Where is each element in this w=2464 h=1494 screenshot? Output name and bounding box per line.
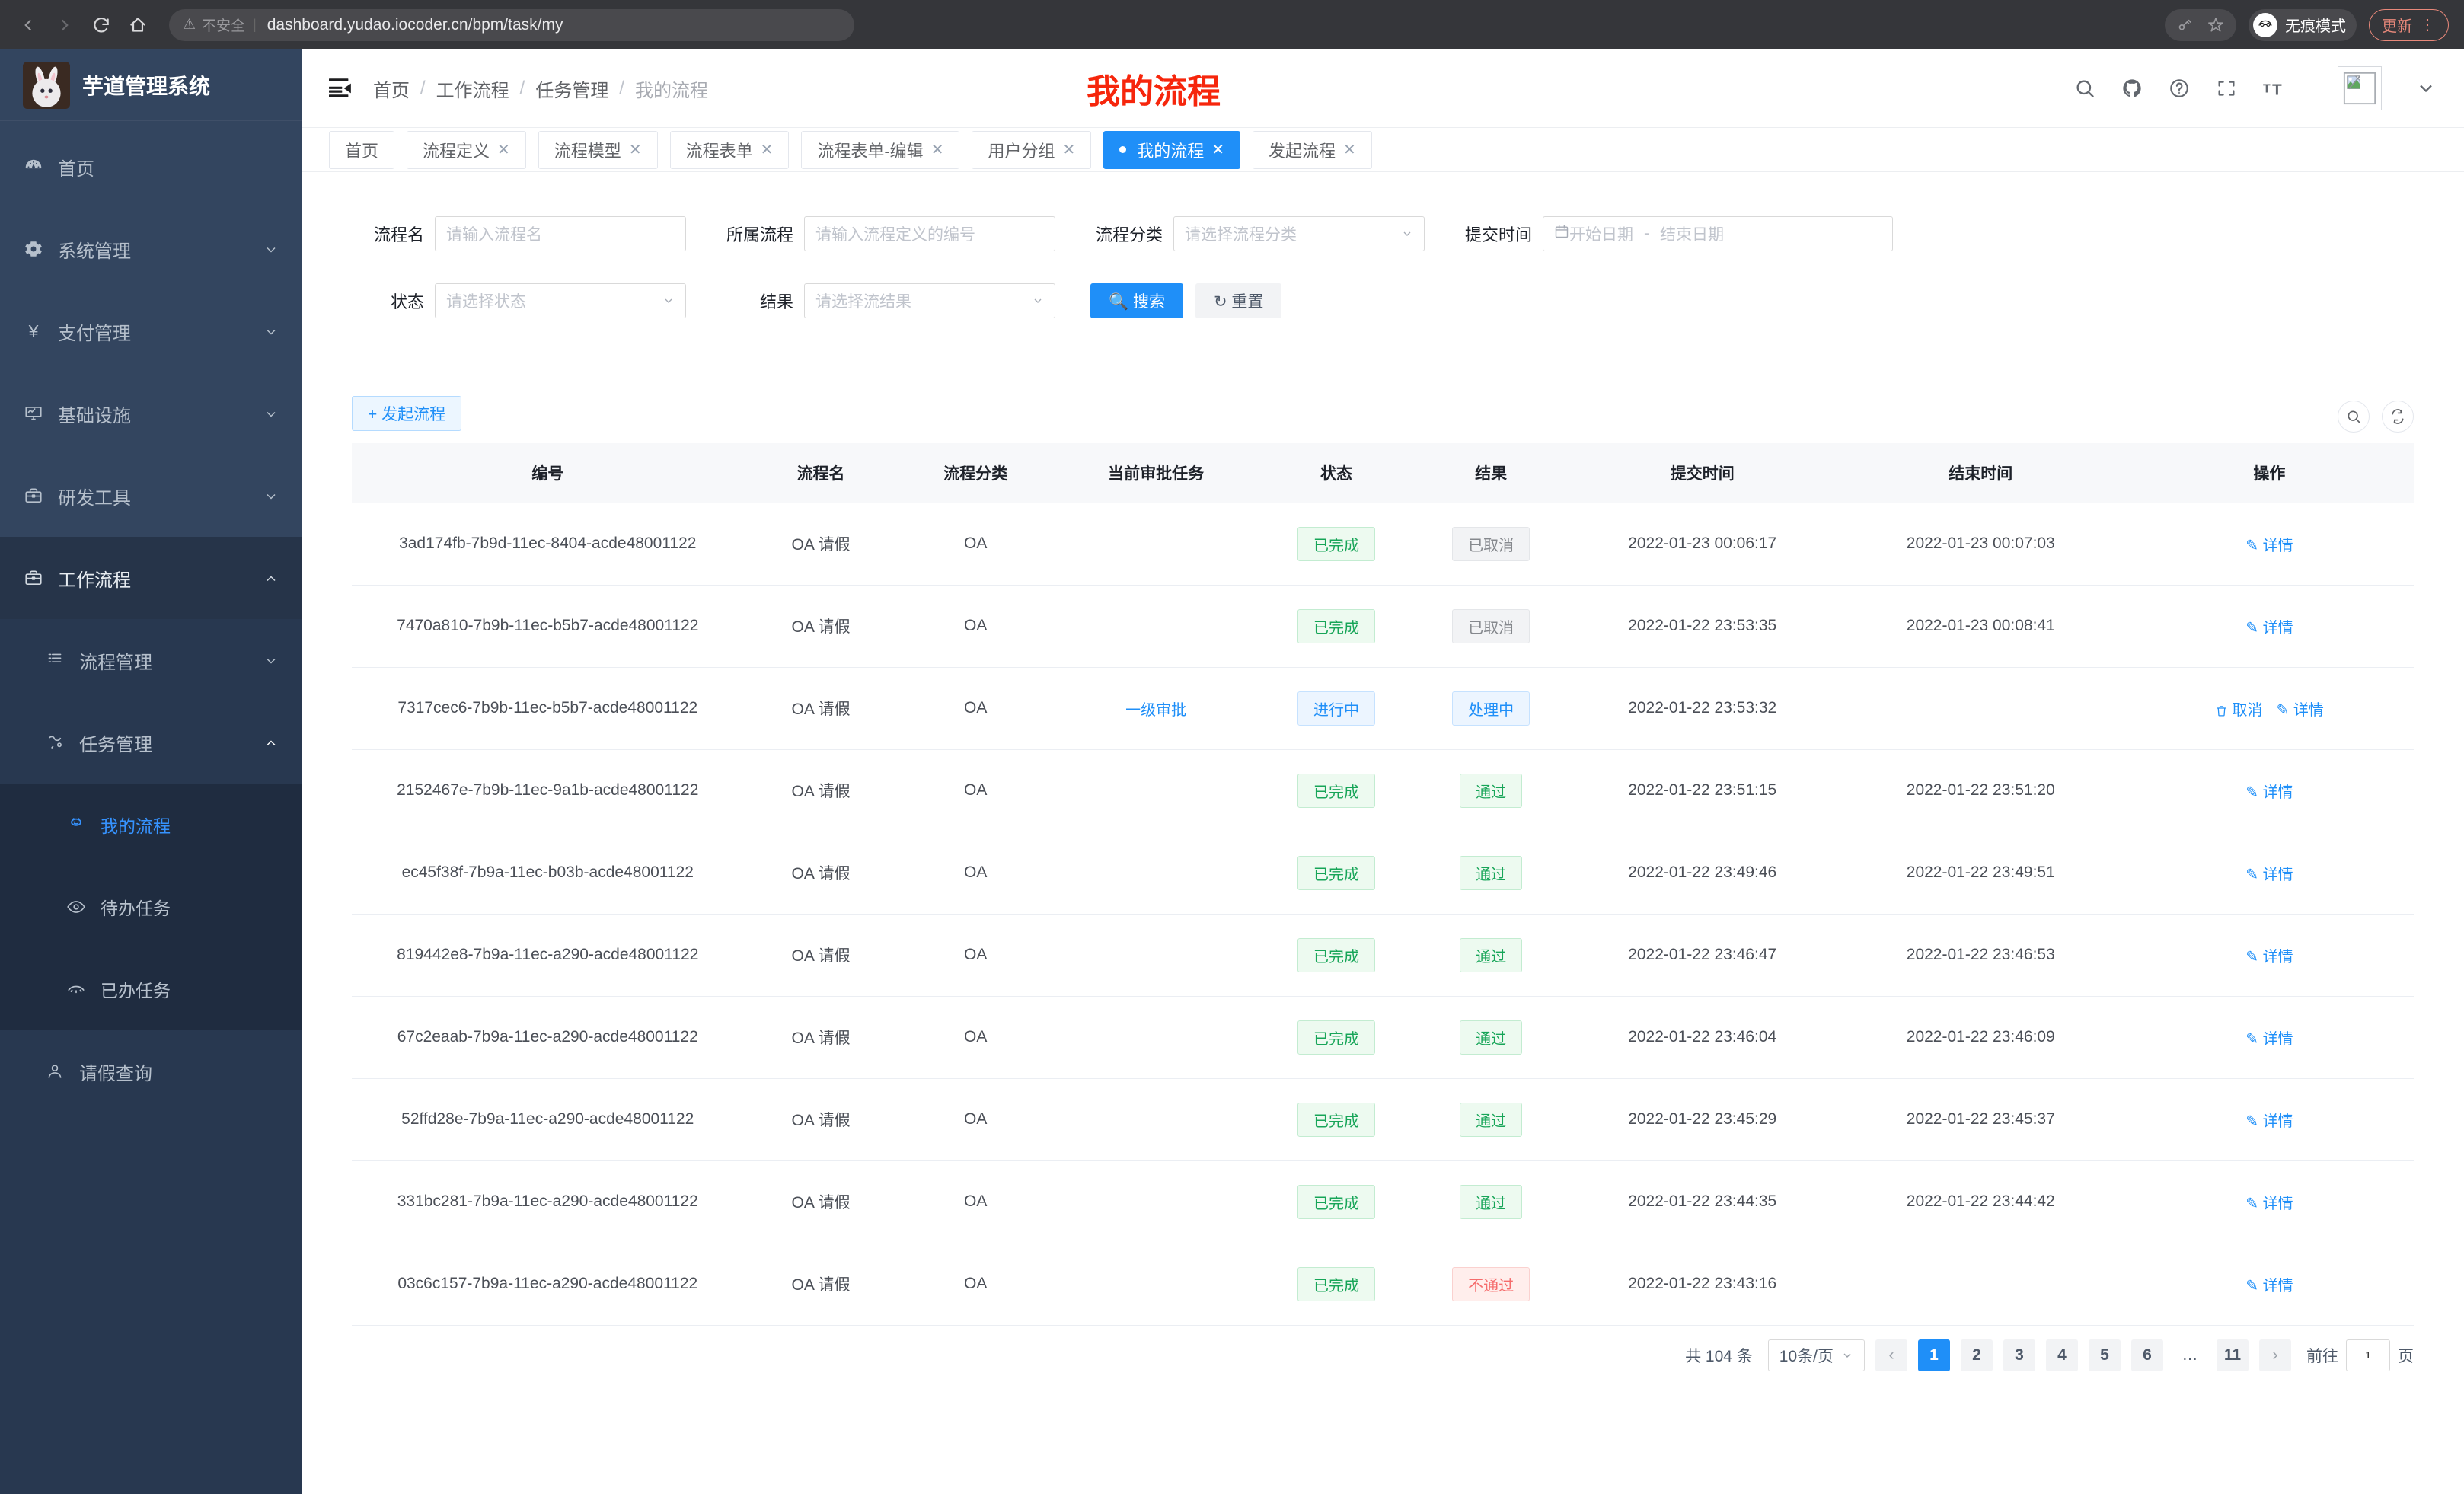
svg-text:T: T (2272, 81, 2282, 98)
svg-text:T: T (2263, 83, 2271, 96)
